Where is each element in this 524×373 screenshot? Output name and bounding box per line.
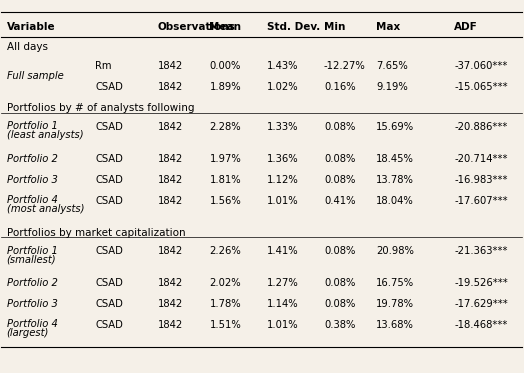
Text: 0.08%: 0.08%	[324, 278, 355, 288]
Text: 0.08%: 0.08%	[324, 154, 355, 163]
Text: 0.41%: 0.41%	[324, 196, 355, 206]
Text: 18.45%: 18.45%	[376, 154, 414, 163]
Text: 7.65%: 7.65%	[376, 61, 408, 70]
Text: 1.41%: 1.41%	[267, 247, 298, 257]
Text: 1.43%: 1.43%	[267, 61, 298, 70]
Text: CSAD: CSAD	[95, 122, 123, 132]
Text: 1.56%: 1.56%	[210, 196, 241, 206]
Text: -17.607***: -17.607***	[454, 196, 508, 206]
Text: -18.468***: -18.468***	[454, 320, 507, 330]
Text: 20.98%: 20.98%	[376, 247, 414, 257]
Text: 1842: 1842	[158, 278, 183, 288]
Text: CSAD: CSAD	[95, 175, 123, 185]
Text: 1842: 1842	[158, 82, 183, 92]
Text: 18.04%: 18.04%	[376, 196, 414, 206]
Text: 15.69%: 15.69%	[376, 122, 414, 132]
Text: 0.08%: 0.08%	[324, 247, 355, 257]
Text: -17.629***: -17.629***	[454, 299, 508, 309]
Text: Std. Dev.: Std. Dev.	[267, 22, 320, 32]
Text: 1.89%: 1.89%	[210, 82, 241, 92]
Text: Min: Min	[324, 22, 345, 32]
Text: 0.16%: 0.16%	[324, 82, 356, 92]
Text: 1.78%: 1.78%	[210, 299, 241, 309]
Text: 1842: 1842	[158, 247, 183, 257]
Text: -15.065***: -15.065***	[454, 82, 508, 92]
Text: 2.26%: 2.26%	[210, 247, 241, 257]
Text: 1.14%: 1.14%	[267, 299, 298, 309]
Text: 1842: 1842	[158, 320, 183, 330]
Text: CSAD: CSAD	[95, 154, 123, 163]
Text: 0.00%: 0.00%	[210, 61, 241, 70]
Text: 13.68%: 13.68%	[376, 320, 414, 330]
Text: 1.27%: 1.27%	[267, 278, 299, 288]
Text: Portfolio 1: Portfolio 1	[7, 246, 58, 256]
Text: CSAD: CSAD	[95, 247, 123, 257]
Text: CSAD: CSAD	[95, 82, 123, 92]
Text: 1.01%: 1.01%	[267, 320, 298, 330]
Text: 1.36%: 1.36%	[267, 154, 298, 163]
Text: (smallest): (smallest)	[7, 254, 56, 264]
Text: 1842: 1842	[158, 61, 183, 70]
Text: 0.08%: 0.08%	[324, 175, 355, 185]
Text: Variable: Variable	[7, 22, 55, 32]
Text: CSAD: CSAD	[95, 299, 123, 309]
Text: 1.02%: 1.02%	[267, 82, 298, 92]
Text: -20.714***: -20.714***	[454, 154, 508, 163]
Text: Portfolio 2: Portfolio 2	[7, 154, 58, 163]
Text: 1.51%: 1.51%	[210, 320, 241, 330]
Text: 2.02%: 2.02%	[210, 278, 241, 288]
Text: Portfolios by # of analysts following: Portfolios by # of analysts following	[7, 103, 194, 113]
Text: Portfolios by market capitalization: Portfolios by market capitalization	[7, 228, 185, 238]
Text: 1.97%: 1.97%	[210, 154, 241, 163]
Text: 1842: 1842	[158, 122, 183, 132]
Text: Portfolio 4: Portfolio 4	[7, 195, 58, 205]
Text: -19.526***: -19.526***	[454, 278, 508, 288]
Text: Portfolio 3: Portfolio 3	[7, 299, 58, 309]
Text: 16.75%: 16.75%	[376, 278, 414, 288]
Text: 1.12%: 1.12%	[267, 175, 299, 185]
Text: -12.27%: -12.27%	[324, 61, 366, 70]
Text: -16.983***: -16.983***	[454, 175, 508, 185]
Text: CSAD: CSAD	[95, 278, 123, 288]
Text: 1842: 1842	[158, 154, 183, 163]
Text: Portfolio 2: Portfolio 2	[7, 278, 58, 288]
Text: 0.08%: 0.08%	[324, 299, 355, 309]
Text: 9.19%: 9.19%	[376, 82, 408, 92]
Text: Portfolio 4: Portfolio 4	[7, 319, 58, 329]
Text: Full sample: Full sample	[7, 71, 63, 81]
Text: Max: Max	[376, 22, 400, 32]
Text: Portfolio 1: Portfolio 1	[7, 121, 58, 131]
Text: All days: All days	[7, 42, 48, 52]
Text: 1.01%: 1.01%	[267, 196, 298, 206]
Text: 1.81%: 1.81%	[210, 175, 241, 185]
Text: 1842: 1842	[158, 196, 183, 206]
Text: Portfolio 3: Portfolio 3	[7, 175, 58, 185]
Text: (least analysts): (least analysts)	[7, 130, 83, 140]
Text: 1842: 1842	[158, 175, 183, 185]
Text: 1842: 1842	[158, 299, 183, 309]
Text: Observations: Observations	[158, 22, 235, 32]
Text: Rm: Rm	[95, 61, 112, 70]
Text: 19.78%: 19.78%	[376, 299, 414, 309]
Text: -21.363***: -21.363***	[454, 247, 508, 257]
Text: 0.38%: 0.38%	[324, 320, 355, 330]
Text: 13.78%: 13.78%	[376, 175, 414, 185]
Text: -20.886***: -20.886***	[454, 122, 507, 132]
Text: CSAD: CSAD	[95, 320, 123, 330]
Text: (largest): (largest)	[7, 328, 49, 338]
Text: 2.28%: 2.28%	[210, 122, 241, 132]
Text: (most analysts): (most analysts)	[7, 204, 84, 214]
Text: -37.060***: -37.060***	[454, 61, 507, 70]
Text: 0.08%: 0.08%	[324, 122, 355, 132]
Text: ADF: ADF	[454, 22, 478, 32]
Text: 1.33%: 1.33%	[267, 122, 298, 132]
Text: CSAD: CSAD	[95, 196, 123, 206]
Text: Mean: Mean	[210, 22, 242, 32]
